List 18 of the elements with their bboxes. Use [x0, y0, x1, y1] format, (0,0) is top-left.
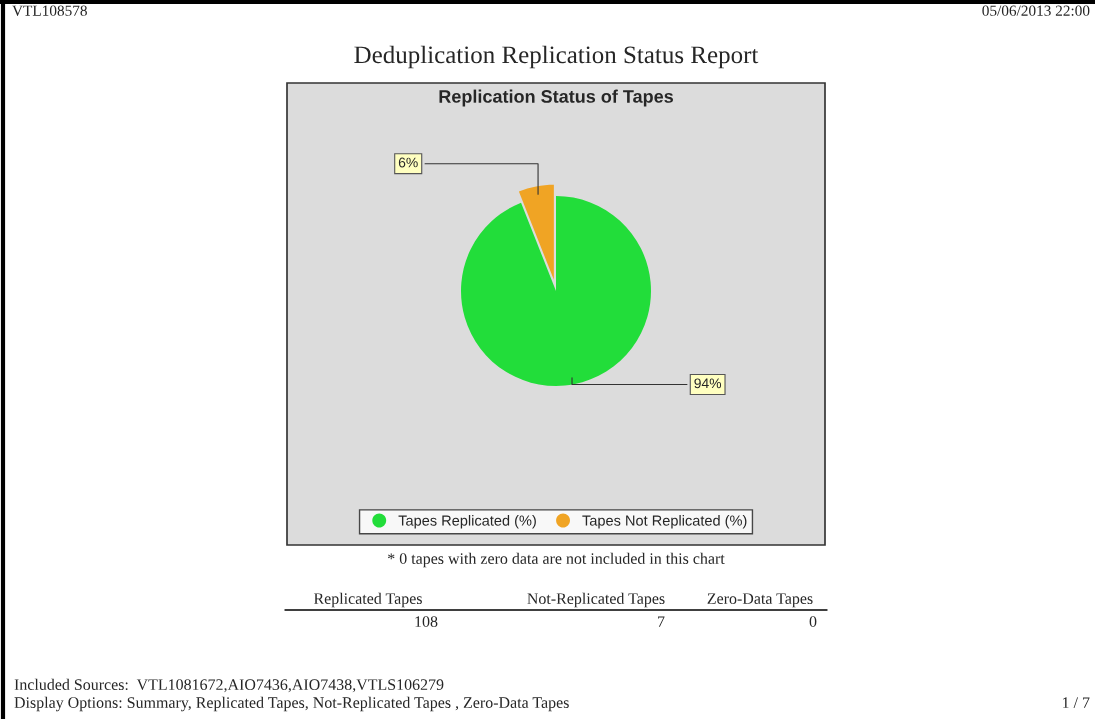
- text: Display Options: Summary, Replicated Tapes, Not-Replicated Tapes , Zero-Data Tapes: [14, 696, 569, 712]
- data-label: 6%: [398, 157, 418, 168]
- text: 1 / 7: [1063, 697, 1090, 708]
- text: VTL108578: [12, 5, 87, 16]
- text: 0: [809, 616, 817, 627]
- text: Not-Replicated Tapes: [527, 592, 665, 608]
- text: Zero-Data Tapes: [707, 593, 813, 608]
- chart-title: Replication Status of Tapes: [439, 89, 673, 107]
- legend-label: Tapes Not Replicated (%): [582, 515, 747, 529]
- text: 108: [415, 616, 438, 627]
- legend-label: Tapes Replicated (%): [398, 515, 536, 529]
- data-label: 94%: [694, 378, 722, 389]
- text: 7: [658, 616, 665, 627]
- text: Replicated Tapes: [313, 592, 422, 608]
- text: Included Sources: VTL1081672,AIO7436,AIO7438,VTLS106279: [14, 678, 444, 693]
- text: * 0 tapes with zero data are not included in this chart: [388, 552, 725, 568]
- text: Deduplication Replication Status Report: [354, 45, 759, 69]
- text: 05/06/2013 22:00: [982, 5, 1090, 16]
